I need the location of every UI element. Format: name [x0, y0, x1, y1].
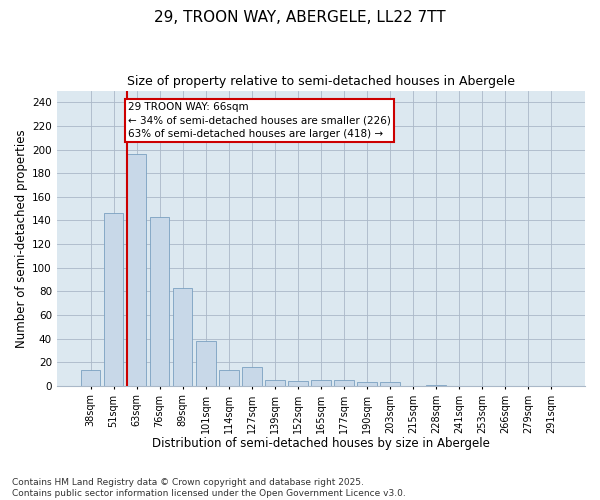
Bar: [219, 370, 239, 386]
Text: Contains HM Land Registry data © Crown copyright and database right 2025.
Contai: Contains HM Land Registry data © Crown c…: [12, 478, 406, 498]
Bar: [150, 217, 169, 386]
Y-axis label: Number of semi-detached properties: Number of semi-detached properties: [15, 129, 28, 348]
Text: 29, TROON WAY, ABERGELE, LL22 7TT: 29, TROON WAY, ABERGELE, LL22 7TT: [154, 10, 446, 25]
Bar: [81, 370, 100, 386]
Bar: [380, 382, 400, 386]
Bar: [127, 154, 146, 386]
Bar: [104, 214, 124, 386]
Bar: [311, 380, 331, 386]
Bar: [334, 380, 354, 386]
Text: 29 TROON WAY: 66sqm
← 34% of semi-detached houses are smaller (226)
63% of semi-: 29 TROON WAY: 66sqm ← 34% of semi-detach…: [128, 102, 391, 139]
Bar: [265, 380, 284, 386]
X-axis label: Distribution of semi-detached houses by size in Abergele: Distribution of semi-detached houses by …: [152, 437, 490, 450]
Bar: [357, 382, 377, 386]
Bar: [288, 381, 308, 386]
Bar: [173, 288, 193, 386]
Bar: [426, 384, 446, 386]
Title: Size of property relative to semi-detached houses in Abergele: Size of property relative to semi-detach…: [127, 75, 515, 88]
Bar: [196, 341, 215, 386]
Bar: [242, 367, 262, 386]
